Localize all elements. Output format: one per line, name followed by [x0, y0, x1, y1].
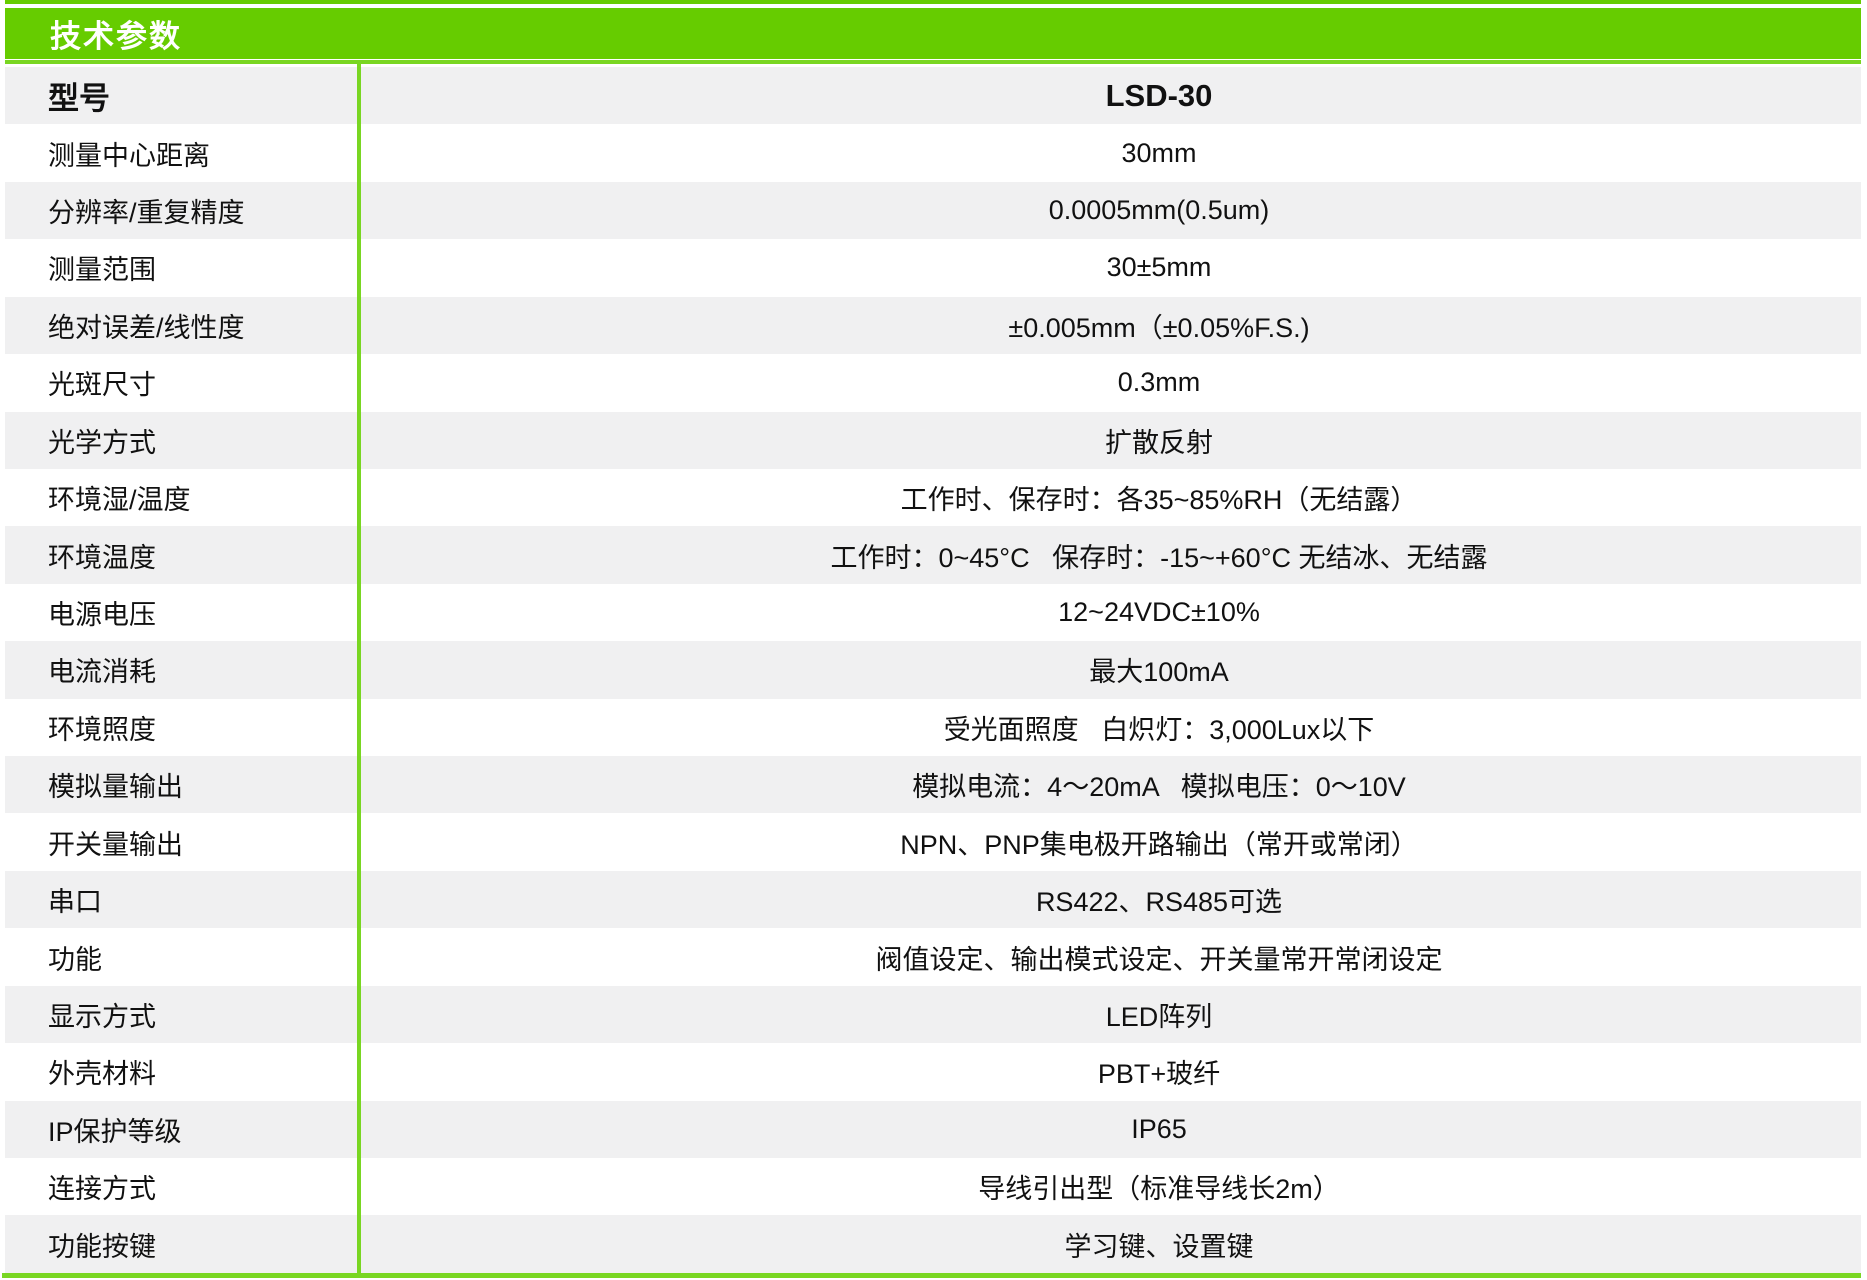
spec-value: 12~24VDC±10% — [1058, 597, 1260, 627]
spec-value: 0.0005mm(0.5um) — [1048, 195, 1270, 226]
table-row: 功能按键 学习键、设置键 — [5, 1215, 1861, 1273]
table-row: 环境照度 受光面照度 白炽灯：3,000Lux以下 — [5, 699, 1861, 756]
spec-label: 串口 — [48, 887, 102, 918]
section-title: 技术参数 — [50, 19, 182, 54]
spec-label: 环境湿/温度 — [48, 485, 191, 516]
spec-value: 模拟电流：4～20mA 模拟电压：0～10V — [912, 772, 1406, 803]
spec-value: 最大100mA — [1089, 657, 1229, 688]
table-row: 开关量输出 NPN、PNP集电极开路输出（常开或常闭） — [5, 813, 1861, 870]
column-divider — [357, 63, 361, 1273]
spec-label: 开关量输出 — [48, 829, 183, 860]
table-row: 测量中心距离 30mm — [5, 124, 1861, 181]
spec-label: 测量范围 — [48, 255, 156, 286]
spec-value: 30±5mm — [1106, 252, 1212, 283]
table-row: 电流消耗 最大100mA — [5, 641, 1861, 699]
table-row: 测量范围 30±5mm — [5, 239, 1861, 296]
spec-label: 环境温度 — [48, 542, 156, 573]
spec-label: 模拟量输出 — [48, 772, 183, 803]
spec-label: 电源电压 — [48, 600, 156, 630]
spec-table: 型号 LSD-30 测量中心距离 30mm 分辨率/重复精度 0.0005mm(… — [0, 67, 1867, 1273]
header-bottom-divider — [5, 60, 1861, 64]
spec-label: 显示方式 — [48, 1001, 156, 1032]
spec-label: 外壳材料 — [48, 1059, 156, 1090]
table-row: 型号 LSD-30 — [5, 67, 1861, 125]
spec-label: 光斑尺寸 — [48, 370, 156, 401]
bottom-divider — [2, 1273, 1861, 1278]
spec-value: 阀值设定、输出模式设定、开关量常开常闭设定 — [875, 944, 1443, 975]
table-row: 外壳材料 PBT+玻纤 — [5, 1043, 1861, 1100]
spec-value: 学习键、设置键 — [1064, 1231, 1254, 1262]
spec-value: 30mm — [1121, 137, 1197, 168]
section-header: 技术参数 — [5, 8, 1861, 59]
spec-value: RS422、RS485可选 — [1035, 887, 1283, 918]
spec-label: 电流消耗 — [48, 657, 156, 688]
table-row: 显示方式 LED阵列 — [5, 985, 1861, 1044]
spec-value: LED阵列 — [1105, 1001, 1213, 1032]
spec-label: 光学方式 — [48, 427, 156, 458]
spec-label: 功能按键 — [48, 1231, 156, 1262]
spec-label: IP保护等级 — [48, 1116, 182, 1147]
spec-label: 分辨率/重复精度 — [48, 198, 245, 229]
table-row: 光学方式 扩散反射 — [5, 411, 1861, 469]
table-row: 功能 阀值设定、输出模式设定、开关量常开常闭设定 — [5, 928, 1861, 985]
spec-value: LSD-30 — [1105, 77, 1213, 113]
spec-value: 工作时：0~45°C 保存时：-15~+60°C 无结冰、无结露 — [830, 542, 1488, 573]
spec-value: 受光面照度 白炽灯：3,000Lux以下 — [943, 714, 1375, 745]
table-row: 模拟量输出 模拟电流：4～20mA 模拟电压：0～10V — [5, 756, 1861, 814]
spec-label: 连接方式 — [48, 1174, 156, 1205]
spec-value: ±0.005mm（±0.05%F.S.) — [1008, 312, 1310, 343]
spec-value: IP65 — [1131, 1113, 1187, 1144]
spec-label: 测量中心距离 — [48, 140, 210, 171]
spec-label: 环境照度 — [48, 714, 156, 745]
spec-label: 功能 — [48, 944, 102, 975]
table-row: IP保护等级 IP65 — [5, 1100, 1861, 1159]
table-row: 电源电压 12~24VDC±10% — [5, 584, 1861, 641]
spec-value: 工作时、保存时：各35~85%RH（无结露） — [900, 485, 1418, 516]
table-row: 绝对误差/线性度 ±0.005mm（±0.05%F.S.) — [5, 296, 1861, 355]
table-row: 环境温度 工作时：0~45°C 保存时：-15~+60°C 无结冰、无结露 — [5, 526, 1861, 584]
spec-value: PBT+玻纤 — [1097, 1059, 1221, 1090]
spec-label: 型号 — [48, 81, 110, 117]
spec-value: 0.3mm — [1117, 367, 1201, 398]
top-divider — [5, 0, 1861, 4]
spec-value: NPN、PNP集电极开路输出（常开或常闭） — [900, 829, 1418, 860]
table-row: 串口 RS422、RS485可选 — [5, 870, 1861, 929]
table-row: 光斑尺寸 0.3mm — [5, 354, 1861, 411]
spec-value: 扩散反射 — [1105, 427, 1213, 458]
table-row: 连接方式 导线引出型（标准导线长2m） — [5, 1158, 1861, 1215]
spec-value: 导线引出型（标准导线长2m） — [978, 1174, 1340, 1205]
table-row: 分辨率/重复精度 0.0005mm(0.5um) — [5, 181, 1861, 240]
table-row: 环境湿/温度 工作时、保存时：各35~85%RH（无结露） — [5, 469, 1861, 526]
spec-label: 绝对误差/线性度 — [48, 312, 245, 343]
